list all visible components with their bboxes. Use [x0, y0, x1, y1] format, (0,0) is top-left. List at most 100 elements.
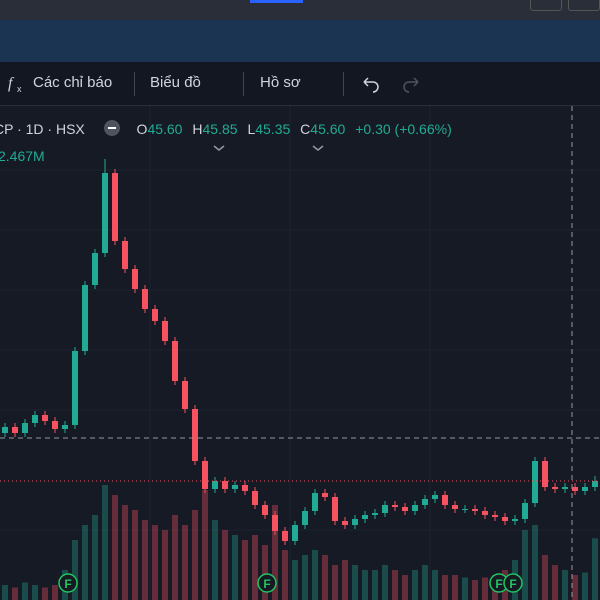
undo-button[interactable]	[360, 74, 380, 94]
volume-bar	[332, 565, 338, 600]
volume-bar	[562, 570, 568, 600]
candle-body	[172, 341, 178, 381]
candle-body	[592, 481, 598, 487]
candle-body	[202, 461, 208, 489]
candle-body	[162, 321, 168, 341]
chevron	[312, 145, 324, 151]
volume-bar	[442, 575, 448, 600]
volume-bar	[252, 535, 258, 600]
volume-bar	[352, 565, 358, 600]
volume-bar	[542, 555, 548, 600]
indicators-button[interactable]: Các chỉ báo	[33, 74, 113, 91]
volume-bar	[142, 520, 148, 600]
active-tab	[250, 0, 303, 3]
open-value: 45.60	[147, 121, 183, 137]
candle-body	[182, 381, 188, 409]
candle-body	[342, 521, 348, 525]
volume-bar	[82, 525, 88, 600]
candle-body	[82, 285, 88, 351]
candle-body	[42, 415, 48, 421]
l-label: L	[247, 121, 256, 137]
high-value: 45.85	[202, 121, 238, 137]
candle-body	[272, 515, 278, 531]
h-label: H	[192, 121, 203, 137]
low-value: 45.35	[255, 121, 291, 137]
volume-bar	[532, 525, 538, 600]
volume-bar	[132, 510, 138, 600]
volume-bar	[382, 565, 388, 600]
volume-bar	[582, 572, 588, 600]
event-marker	[257, 573, 277, 593]
candle-body	[472, 509, 478, 511]
candle-body	[322, 493, 328, 497]
candle-body	[382, 505, 388, 513]
candle-body	[532, 461, 538, 503]
candle-body	[432, 495, 438, 499]
change-value: +0.30 (+0.66%)	[355, 121, 452, 137]
candle-body	[152, 309, 158, 321]
candle-body	[222, 481, 228, 489]
volume-bar	[422, 565, 428, 600]
volume-bar	[362, 570, 368, 600]
event-marker	[58, 573, 78, 593]
candle-body	[392, 505, 398, 507]
o-label: O	[136, 121, 148, 137]
candle-body	[2, 427, 8, 433]
redo-button[interactable]	[402, 74, 422, 94]
candle-body	[242, 485, 248, 491]
c-label: C	[300, 121, 311, 137]
candle-body	[192, 409, 198, 461]
candle-body	[62, 425, 68, 429]
event-marker	[503, 573, 523, 593]
volume-bar	[242, 540, 248, 600]
collapse-button[interactable]	[103, 119, 121, 137]
candle-body	[582, 487, 588, 491]
candle-body	[522, 503, 528, 519]
candle-body	[332, 497, 338, 521]
candle-body	[352, 519, 358, 525]
candle-body	[132, 269, 138, 289]
profile-button[interactable]: Hồ sơ	[260, 74, 301, 91]
volume-bar	[592, 538, 598, 600]
candle-body	[142, 289, 148, 309]
event-label: F	[495, 577, 502, 591]
separator	[134, 72, 135, 96]
volume-bar	[122, 505, 128, 600]
chart-type-button[interactable]: Biểu đồ	[150, 74, 201, 91]
candle-body	[102, 173, 108, 253]
event-label: F	[509, 577, 516, 591]
candle-body	[422, 499, 428, 505]
volume-bar	[262, 545, 268, 600]
volume-bar	[22, 582, 28, 600]
candle-body	[92, 253, 98, 285]
candle-body	[502, 517, 508, 521]
svg-text:x: x	[17, 84, 22, 94]
volume-bar	[292, 560, 298, 600]
candle-body	[32, 415, 38, 423]
candle-body	[292, 525, 298, 541]
header-band	[0, 20, 600, 62]
event-label: F	[263, 577, 270, 591]
chevron	[213, 145, 225, 151]
candle-body	[312, 493, 318, 511]
volume-bar	[392, 570, 398, 600]
volume-bar	[302, 555, 308, 600]
candle-body	[212, 481, 218, 489]
volume-bar	[312, 550, 318, 600]
candle-body	[262, 505, 268, 515]
symbol: CP · 1D · HSX	[0, 121, 85, 137]
layout-button[interactable]	[530, 0, 562, 11]
candle-body	[12, 427, 18, 433]
volume-bar	[192, 510, 198, 600]
candle-body	[122, 241, 128, 269]
volume-value: 2.467M	[0, 148, 45, 164]
candle-body	[552, 487, 558, 489]
volume-bar	[272, 505, 278, 600]
volume-bar	[452, 575, 458, 600]
volume-bar	[482, 577, 488, 600]
candle-body	[282, 531, 288, 541]
